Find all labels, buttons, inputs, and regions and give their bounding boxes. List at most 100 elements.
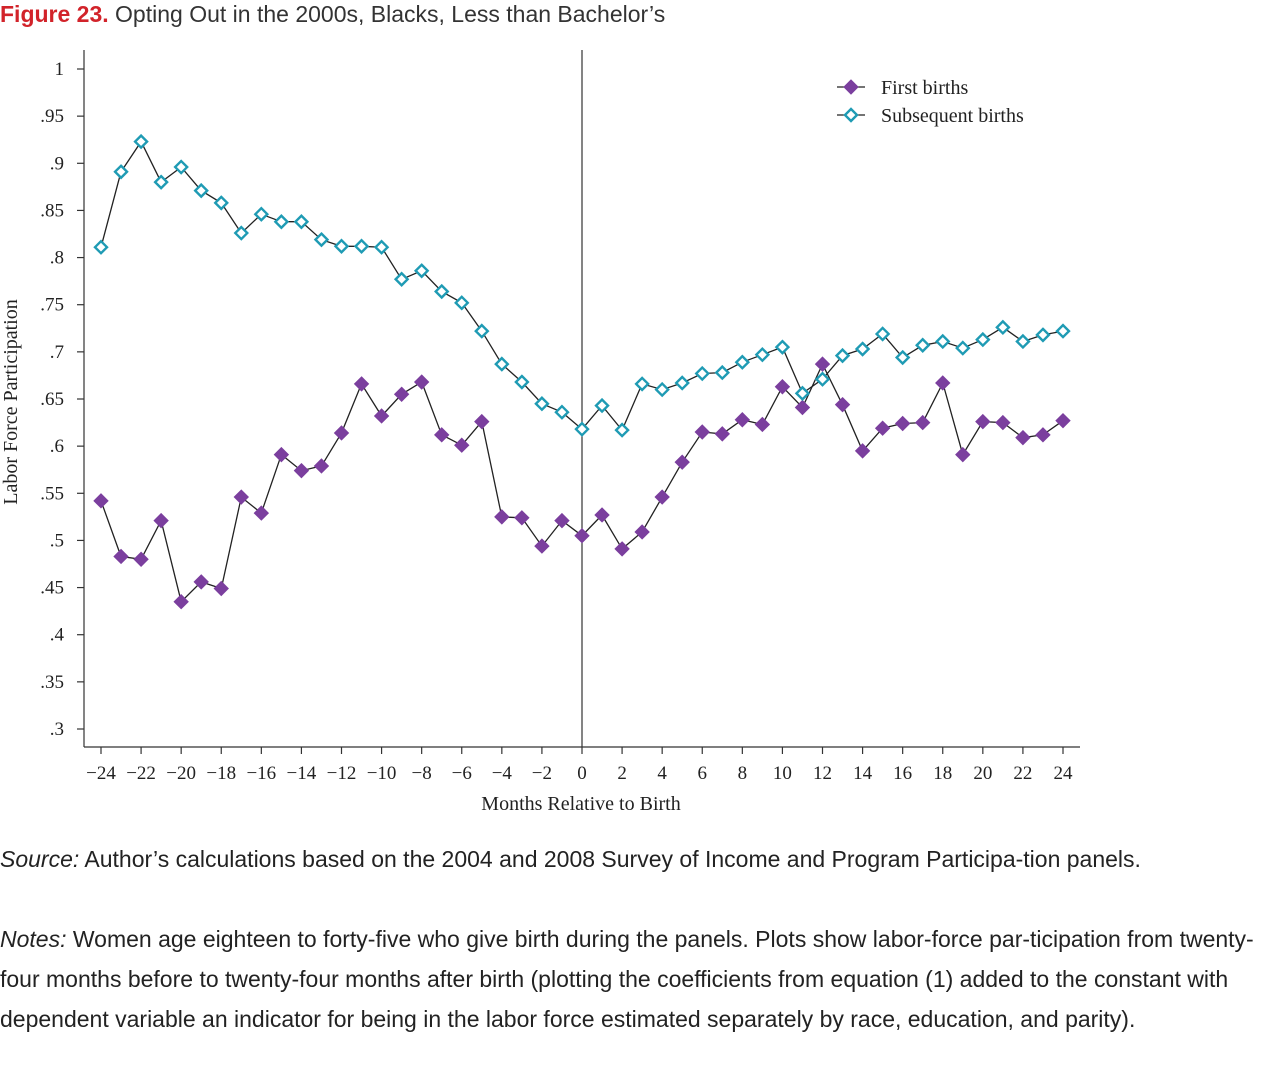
data-point: [514, 510, 530, 526]
data-point: [353, 376, 370, 392]
data-point: [975, 331, 991, 348]
data-point: [1035, 327, 1051, 343]
data-point: [273, 214, 290, 230]
data-point: [393, 386, 410, 402]
x-tick-label: 8: [738, 763, 748, 784]
y-tick-label: .7: [50, 342, 64, 363]
data-point: [293, 462, 310, 479]
x-tick-label: 10: [773, 763, 792, 784]
data-point: [854, 341, 871, 357]
y-tick-label: .9: [50, 153, 64, 174]
y-tick-label: .8: [50, 248, 64, 269]
data-point: [754, 416, 771, 433]
data-point: [133, 133, 149, 150]
data-point: [93, 239, 109, 255]
x-tick-label: 14: [853, 763, 873, 784]
data-point: [474, 323, 490, 339]
data-point: [313, 231, 330, 248]
data-point: [534, 538, 550, 554]
y-tick-label: .4: [50, 625, 65, 646]
data-point: [1055, 323, 1071, 339]
data-point: [674, 375, 690, 391]
data-point: [253, 206, 270, 222]
y-tick-label: .35: [40, 672, 64, 693]
data-point: [774, 379, 791, 395]
data-point: [474, 413, 490, 430]
notes-text: Women age eighteen to forty-five who giv…: [0, 926, 1254, 1032]
line-chart: .3.35.4.45.5.55.6.65.7.75.8.85.9.951−24−…: [0, 50, 1080, 815]
chart-axes: .3.35.4.45.5.55.6.65.7.75.8.85.9.951−24−…: [40, 50, 1080, 784]
y-tick-label: .6: [50, 436, 64, 457]
data-point: [894, 349, 911, 366]
data-point: [874, 420, 891, 436]
y-tick-label: .5: [50, 530, 64, 551]
data-point: [413, 263, 430, 279]
data-point: [794, 385, 811, 402]
data-point: [955, 340, 971, 356]
figure-number: Figure 23.: [0, 1, 109, 27]
data-point: [754, 346, 771, 363]
chart-legend: First births Subsequent births: [837, 77, 1024, 127]
data-point: [373, 239, 390, 255]
data-point: [935, 333, 951, 350]
data-point: [594, 507, 610, 523]
data-point: [233, 225, 249, 241]
notes: Notes: Women age eighteen to forty-five …: [0, 919, 1278, 1039]
data-point: [834, 347, 851, 364]
data-point: [193, 574, 209, 590]
y-tick-label: .3: [50, 719, 64, 740]
data-point: [313, 458, 330, 474]
figure-title: Figure 23. Opting Out in the 2000s, Blac…: [0, 0, 665, 28]
x-tick-label: −14: [287, 763, 317, 784]
data-point: [614, 422, 630, 438]
data-point: [494, 509, 510, 525]
data-point: [594, 397, 610, 414]
legend-label: Subsequent births: [881, 105, 1024, 127]
data-point: [774, 339, 791, 355]
chart-series: [93, 133, 1071, 610]
x-tick-label: −2: [532, 763, 552, 784]
data-point: [333, 425, 350, 441]
data-point: [574, 421, 590, 437]
data-point: [995, 414, 1011, 431]
x-tick-label: −4: [492, 763, 513, 784]
y-tick-label: .65: [40, 389, 64, 410]
data-point: [694, 365, 710, 382]
data-point: [915, 414, 931, 431]
x-tick-label: 12: [813, 763, 832, 784]
data-point: [734, 354, 751, 370]
data-point: [714, 364, 730, 381]
data-point: [333, 238, 350, 254]
figure-title-text: Opting Out in the 2000s, Blacks, Less th…: [115, 1, 666, 27]
data-point: [293, 214, 310, 230]
data-point: [975, 413, 991, 430]
series-subsequent-births: [93, 133, 1071, 438]
x-tick-label: −24: [86, 763, 116, 784]
data-point: [153, 174, 169, 190]
x-tick-label: −12: [327, 763, 357, 784]
y-tick-label: .45: [40, 578, 64, 599]
data-point: [253, 505, 270, 521]
data-point: [554, 404, 570, 420]
data-point: [373, 408, 390, 424]
x-tick-label: 24: [1054, 763, 1074, 784]
data-point: [834, 396, 851, 413]
data-point: [574, 528, 590, 544]
data-point: [434, 427, 450, 443]
data-point: [113, 164, 129, 180]
data-point: [133, 551, 149, 567]
data-point: [554, 512, 570, 529]
y-tick-label: 1: [55, 59, 65, 80]
data-point: [454, 437, 470, 453]
x-tick-label: 20: [973, 763, 992, 784]
x-tick-label: −8: [412, 763, 432, 784]
data-point: [634, 524, 650, 540]
data-point: [1015, 333, 1031, 350]
source-note: Source: Author’s calculations based on t…: [0, 839, 1278, 879]
data-point: [654, 381, 670, 398]
data-point: [955, 446, 971, 463]
data-point: [1035, 427, 1051, 443]
x-tick-label: −6: [452, 763, 472, 784]
data-point: [854, 443, 871, 459]
x-tick-label: 2: [617, 763, 627, 784]
